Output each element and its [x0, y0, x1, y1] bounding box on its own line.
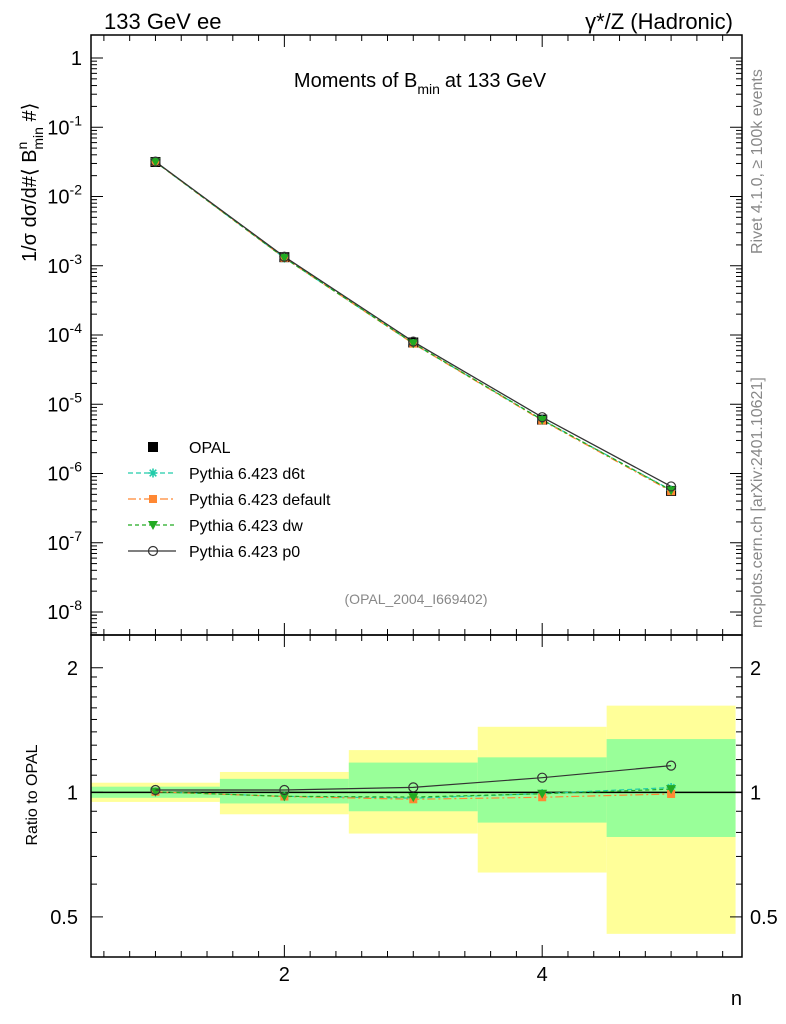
main-ytick-base: 10 [47, 256, 69, 278]
legend-label-p0: Pythia 6.423 p0 [189, 544, 300, 561]
main-ytick-label: 1 [71, 48, 82, 70]
main-ytick-label: 10-6 [47, 459, 82, 486]
ratio-point-p0-2 [279, 784, 290, 796]
ratio-xtick-label: 2 [279, 964, 290, 986]
ratio-point-p0-4 [537, 772, 548, 783]
ratio-ytick-label: 2 [67, 658, 78, 680]
main-ylabel-pre: 1/σ dσ/d#⟨ B [19, 149, 41, 262]
ratio-ytick-label-right: 1 [750, 782, 761, 804]
series-default [155, 161, 672, 492]
main-panel: 110-110-210-310-410-510-610-710-8 Moment… [14, 34, 743, 636]
rivet-label: Rivet 4.1.0, ≥ 100k events [749, 69, 766, 254]
legend-marker-data [148, 442, 158, 452]
legend-label-data: OPAL [189, 440, 231, 457]
ratio-point-dw-5 [666, 785, 677, 795]
ratio-axis-ticks: 0.5 0.5 1 1 2 2 2 4 [50, 635, 778, 986]
legend-marker-d6t [148, 468, 158, 478]
ratio-point-p0-1 [150, 784, 161, 796]
x-axis-label: n [731, 988, 742, 1010]
main-ylabel-sub: min [30, 127, 46, 150]
main-ytick-label: 10-5 [47, 389, 82, 416]
ratio-ytick-label-right: 2 [750, 658, 761, 680]
main-title-main: Moments of B [294, 70, 417, 92]
ratio-frame [90, 634, 743, 958]
analysis-watermark: (OPAL_2004_I669402) [345, 591, 488, 607]
ratio-line-p0 [155, 765, 672, 791]
main-ytick-exponent: -4 [70, 320, 83, 336]
legend-label-default: Pythia 6.423 default [189, 492, 331, 509]
ratio-xtick-label: 4 [537, 964, 548, 986]
main-ytick-label: 10-1 [47, 112, 82, 139]
ratio-series-p0 [150, 760, 677, 796]
ratio-point-dw-2 [279, 792, 290, 802]
header-right: γ*/Z (Hadronic) [585, 9, 733, 34]
ratio-ytick-label: 1 [67, 782, 78, 804]
legend-label-dw: Pythia 6.423 dw [189, 518, 303, 535]
ratio-series-dw [150, 785, 677, 803]
point-p0-4 [537, 412, 548, 423]
main-ytick-exponent: -5 [70, 389, 83, 405]
ratio-line-dw [155, 788, 672, 798]
series-line-p0 [155, 161, 672, 488]
main-title-sub: min [417, 81, 440, 97]
main-ytick-exponent: -8 [70, 597, 83, 613]
main-ytick-label: 10-3 [47, 251, 82, 278]
main-axis-ticks: 110-110-210-310-410-510-610-710-8 [47, 35, 742, 635]
main-ytick-exponent: -3 [70, 251, 83, 267]
mcplots-label: mcplots.cern.ch [arXiv:2401.10621] [749, 377, 766, 628]
series-line-d6t [155, 161, 672, 491]
main-ylabel-post: #⟩ [19, 103, 41, 127]
legend-marker-dw [148, 521, 158, 530]
main-ytick-base: 10 [47, 117, 69, 139]
series-line-default [155, 161, 672, 492]
main-title: Moments of Bmin at 133 GeV [294, 70, 547, 97]
main-ytick-base: 10 [47, 394, 69, 416]
main-plot-area [150, 156, 677, 496]
series-d6t [155, 161, 672, 491]
main-title-tail: at 133 GeV [445, 70, 547, 92]
legend-marker-default [149, 495, 157, 503]
main-ytick-base: 10 [47, 602, 69, 624]
point-dw-4 [537, 415, 548, 425]
legend-marker-p0 [147, 545, 159, 557]
main-ytick-base: 10 [47, 187, 69, 209]
main-ytick-exponent: -7 [70, 528, 83, 544]
legend-label-d6t: Pythia 6.423 d6t [189, 466, 305, 483]
ratio-panel: 0.5 0.5 1 1 2 2 2 4 Ratio to OPAL n [24, 634, 778, 1010]
main-ytick-base: 10 [47, 533, 69, 555]
series-dw [155, 161, 672, 491]
ratio-point-p0-3 [408, 782, 419, 793]
point-dw-1 [150, 157, 161, 167]
point-dw-2 [279, 253, 290, 263]
series-markers-p0 [150, 156, 677, 492]
header-left: 133 GeV ee [104, 9, 221, 34]
ratio-ytick-label-right: 0.5 [750, 907, 778, 929]
main-ytick-exponent: -1 [70, 112, 83, 128]
main-ytick-base: 10 [47, 464, 69, 486]
main-ylabel: 1/σ dσ/d#⟨ Bnmin #⟩ [14, 103, 46, 262]
series-p0 [155, 161, 672, 488]
series-line-dw [155, 161, 672, 491]
main-ytick-label: 10-2 [47, 182, 82, 209]
main-ylabel-sup: n [14, 142, 30, 150]
point-p0-2 [279, 251, 290, 262]
ratio-ytick-label: 0.5 [50, 907, 78, 929]
main-ytick-label: 10-8 [47, 597, 82, 624]
ratio-point-p0-5 [665, 760, 677, 771]
main-ytick-label: 10-7 [47, 528, 82, 555]
point-p0-1 [150, 156, 161, 167]
point-dw-3 [408, 339, 419, 349]
main-ytick-label: 10-4 [47, 320, 82, 347]
main-ytick-exponent: -2 [70, 182, 83, 198]
main-ytick-exponent: -6 [70, 459, 83, 475]
point-p0-5 [665, 481, 677, 492]
ratio-plot-area [91, 705, 742, 934]
ratio-point-dw-3 [408, 793, 419, 803]
ratio-point-dw-4 [537, 789, 548, 799]
legend: OPAL Pythia 6.423 d6t Pythia 6.423 default… [128, 440, 331, 561]
point-p0-3 [408, 336, 419, 347]
ratio-ylabel: Ratio to OPAL [24, 744, 41, 845]
main-ytick-base: 10 [47, 325, 69, 347]
